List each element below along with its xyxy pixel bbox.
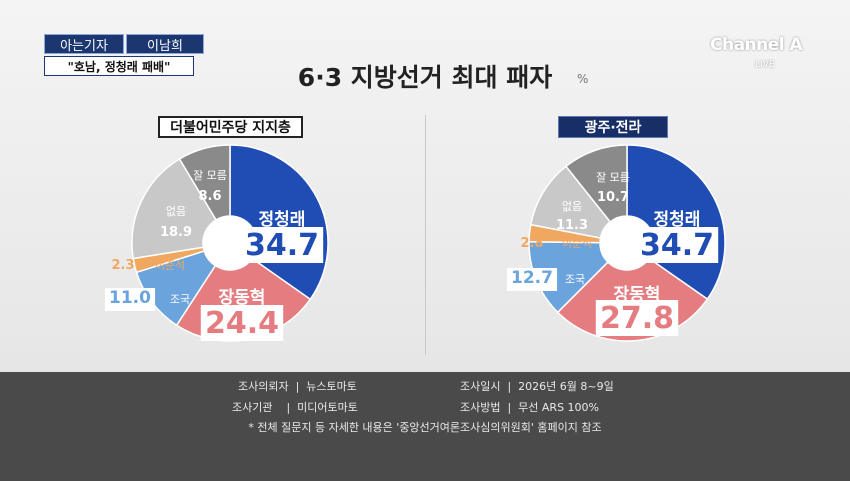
headline-tag: "호남, 정청래 패배": [44, 56, 194, 76]
slice-value-0-1: 24.4: [205, 306, 279, 341]
unit-label: %: [577, 72, 589, 86]
slice-value-0-4: 18.9: [160, 225, 192, 240]
slice-name-1-1: 장동혁: [614, 284, 661, 305]
divider: [425, 115, 426, 355]
slice-value-1-0: 34.7: [640, 228, 714, 263]
reporter-name: 이남희: [126, 34, 204, 54]
survey-info-footer: [0, 372, 850, 481]
slice-value-1-4: 11.3: [556, 218, 588, 233]
slice-value-1-5: 10.7: [597, 190, 629, 205]
survey-method: 조사방법 | 무선 ARS 100%: [460, 401, 600, 414]
value-box-0-1: [200, 305, 284, 341]
slice-name-0-5: 잘 모름: [193, 169, 227, 182]
slice-value-1-3: 2.8: [520, 236, 543, 251]
slice-value-1-1: 27.8: [600, 301, 674, 336]
survey-client: 조사의뢰자 | 뉴스토마토: [238, 380, 357, 393]
slice-name-0-1: 장동혁: [219, 287, 266, 308]
reporter-role: 아는기자: [44, 34, 124, 54]
slice-name-0-3: 이준석: [155, 259, 185, 272]
value-box-1-2: [506, 268, 558, 291]
slice-value-0-2: 11.0: [109, 288, 151, 308]
live-label: LIVE: [755, 60, 775, 70]
slice-value-0-3: 2.3: [111, 258, 134, 273]
survey-agency: 조사기관 | 미디어토마토: [232, 401, 358, 414]
slice-value-1-2: 12.7: [511, 268, 553, 288]
survey-date: 조사일시 | 2026년 6월 8~9일: [460, 380, 614, 393]
slice-name-1-3: 이준석: [562, 237, 592, 250]
slice-name-0-0: 정청래: [259, 209, 306, 230]
chart-title: 6·3 지방선거 최대 패자: [297, 63, 553, 92]
channel-logo: Channel A: [710, 35, 803, 55]
chart-2-label: 광주·전라: [558, 116, 668, 138]
survey-note: * 전체 질문지 등 자세한 내용은 '중앙선거여론조사심의위원회' 홈페이지 …: [248, 421, 602, 434]
slice-name-1-4: 없음: [562, 200, 582, 213]
slice-value-0-5: 8.6: [198, 189, 221, 204]
slice-name-1-5: 잘 모름: [596, 171, 630, 184]
slice-name-1-0: 정청래: [654, 209, 701, 230]
slice-value-0-0: 34.7: [245, 228, 319, 263]
value-box-1-0: [635, 227, 719, 263]
slice-name-1-2: 조국: [565, 273, 585, 286]
chart-1-label: 더불어민주당 지지층: [158, 116, 303, 138]
slice-name-0-2: 조국: [170, 293, 190, 306]
value-box-0-0: [240, 227, 324, 263]
value-box-1-1: [595, 300, 679, 336]
reporter-tag: 아는기자 이남희: [44, 34, 204, 54]
slice-name-0-4: 없음: [166, 205, 186, 218]
value-box-0-2: [104, 288, 156, 311]
